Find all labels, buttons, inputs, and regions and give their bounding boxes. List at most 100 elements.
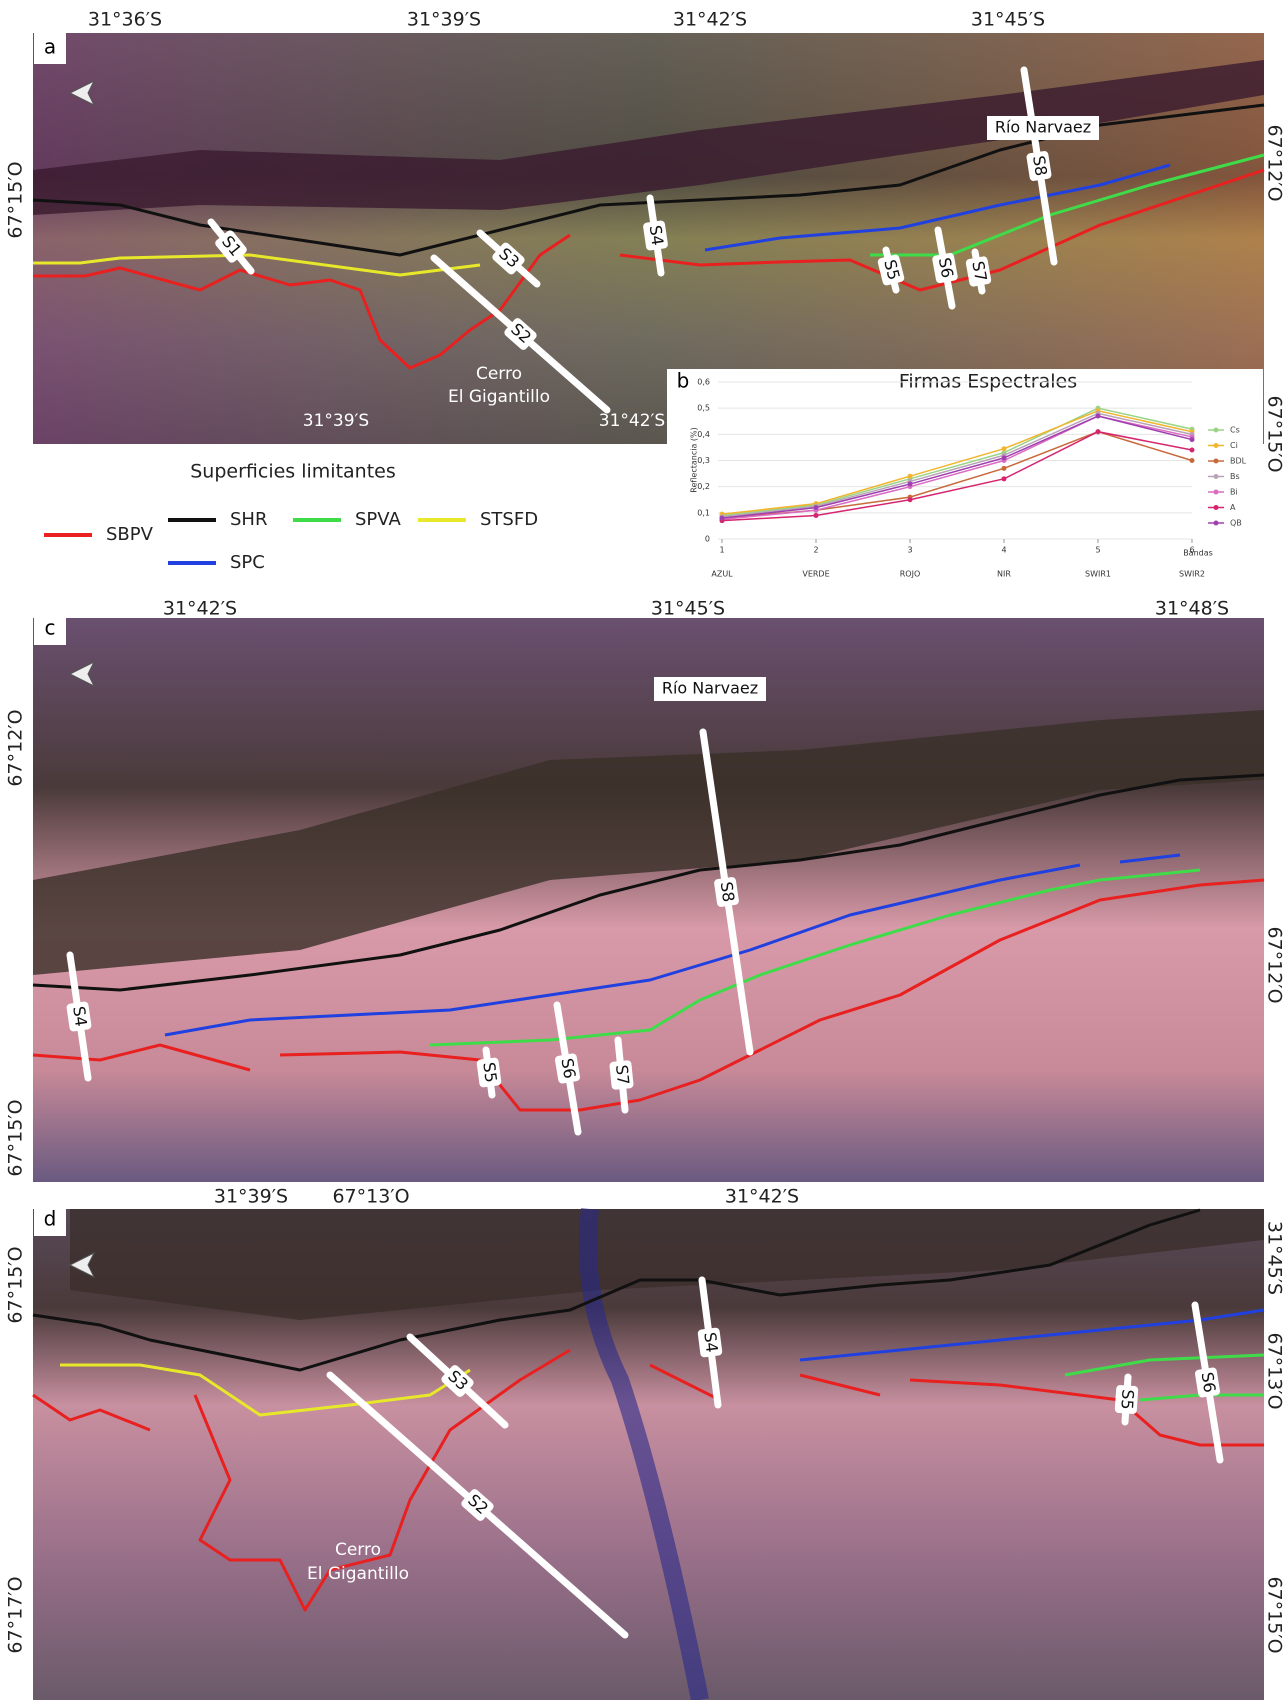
right-coord: 67°13′O <box>1264 1332 1286 1409</box>
hill-label: Cerro <box>476 364 522 384</box>
legend-label: Cs <box>1230 426 1240 435</box>
x-axis-label: Bandas <box>1183 549 1213 558</box>
y-tick-label: 0,2 <box>697 482 710 491</box>
section-label: S4 <box>69 1005 91 1028</box>
legend-label: Bi <box>1230 488 1238 497</box>
legend-label: A <box>1230 503 1236 512</box>
point <box>1190 448 1195 453</box>
hill-label: El Gigantillo <box>448 387 550 407</box>
section-label: S8 <box>1029 154 1051 177</box>
top-coord: 31°45′S <box>651 598 725 620</box>
section-label: S6 <box>935 256 957 279</box>
left-coord: 67°17′O <box>5 1576 27 1653</box>
legend-label: BDL <box>1230 457 1247 466</box>
legend-label: STSFD <box>480 509 538 530</box>
top-coord: 31°45′S <box>971 9 1045 31</box>
x-tick-label: 3 <box>907 546 912 555</box>
legend-label: SHR <box>230 509 267 530</box>
x-tick-label: 4 <box>1001 546 1006 555</box>
legend-marker <box>1214 490 1219 495</box>
right-coord: 67°15′O <box>1264 1576 1286 1653</box>
river-label: Río Narvaez <box>995 118 1091 137</box>
legend-label: SPVA <box>355 509 401 530</box>
panel-label: d <box>44 1207 57 1231</box>
x-tick-label: 5 <box>1095 546 1100 555</box>
left-coord: 67°15′O <box>5 161 27 238</box>
right-coord: 31°45′S <box>1264 1221 1286 1295</box>
point <box>1002 455 1007 460</box>
legend-marker <box>1214 428 1219 433</box>
y-tick-label: 0,5 <box>697 404 710 413</box>
section-label: S4 <box>700 1331 721 1354</box>
section-label: S7 <box>612 1064 633 1086</box>
point <box>720 516 725 521</box>
point <box>1096 414 1101 419</box>
section-label: S5 <box>1117 1389 1137 1411</box>
inner-coord: 31°42′S <box>599 411 665 431</box>
band-name: SWIR1 <box>1085 570 1111 579</box>
right-coord: 67°12′O <box>1264 926 1286 1003</box>
section-label: S6 <box>1197 1371 1219 1394</box>
y-tick-label: 0,6 <box>697 378 710 387</box>
top-coord: 31°39′S <box>214 1186 288 1208</box>
hill-label: El Gigantillo <box>307 1564 409 1584</box>
legend-label: SBPV <box>106 524 154 545</box>
legend-title: Superficies limitantes <box>190 461 396 483</box>
left-coord: 67°12′O <box>5 709 27 786</box>
legend-label: SPC <box>230 552 265 573</box>
section-label: S4 <box>646 224 668 247</box>
top-coord: 31°42′S <box>163 598 237 620</box>
top-coord: 31°48′S <box>1155 598 1229 620</box>
right-coord: 67°12′O <box>1264 124 1286 201</box>
top-coord: 67°13′O <box>332 1186 409 1208</box>
point <box>908 497 913 502</box>
y-tick-label: 0 <box>705 535 710 544</box>
point <box>1002 446 1007 451</box>
legend-label: QB <box>1230 519 1242 528</box>
section-label: S5 <box>479 1061 501 1084</box>
y-tick-label: 0,1 <box>697 508 710 517</box>
panel-label: c <box>45 616 56 640</box>
river-label: Río Narvaez <box>662 679 758 698</box>
legend-marker <box>1214 459 1219 464</box>
x-tick-label: 2 <box>813 546 818 555</box>
section-label: S6 <box>557 1057 579 1080</box>
band-name: VERDE <box>802 570 829 579</box>
panel-label: a <box>44 35 56 59</box>
legend-marker <box>1214 505 1219 510</box>
band-name: ROJO <box>900 570 921 579</box>
point <box>1096 429 1101 434</box>
right-coord: 67°15′O <box>1264 395 1286 472</box>
section-label: S8 <box>717 880 739 903</box>
band-name: AZUL <box>711 570 733 579</box>
y-axis-label: Reflectancia (%) <box>690 427 699 493</box>
top-coord: 31°42′S <box>673 9 747 31</box>
point <box>814 513 819 518</box>
y-tick-label: 0,4 <box>697 430 710 439</box>
point <box>1002 476 1007 481</box>
point <box>1002 466 1007 471</box>
legend-label: Ci <box>1230 441 1238 450</box>
band-name: NIR <box>997 570 1011 579</box>
point <box>908 482 913 487</box>
legend-marker <box>1214 474 1219 479</box>
left-coord: 67°15′O <box>5 1099 27 1176</box>
legend-label: Bs <box>1230 472 1240 481</box>
legend-marker <box>1214 521 1219 526</box>
panel-label: b <box>677 369 690 393</box>
point <box>1190 437 1195 442</box>
left-coord: 67°15′O <box>5 1246 27 1323</box>
inner-coord: 31°39′S <box>303 411 369 431</box>
point <box>908 474 913 479</box>
legend-marker <box>1214 443 1219 448</box>
figure: a 31°36′S 31°39′S 31°42′S 31°45′S 67°15′O 67°1… <box>0 0 1286 1700</box>
point <box>814 505 819 510</box>
point <box>1190 458 1195 463</box>
top-coord: 31°42′S <box>725 1186 799 1208</box>
y-tick-label: 0,3 <box>697 456 710 465</box>
top-coord: 31°36′S <box>88 9 162 31</box>
top-coord: 31°39′S <box>407 9 481 31</box>
section-label: S7 <box>968 260 990 283</box>
x-tick-label: 1 <box>719 546 724 555</box>
band-name: SWIR2 <box>1179 570 1205 579</box>
